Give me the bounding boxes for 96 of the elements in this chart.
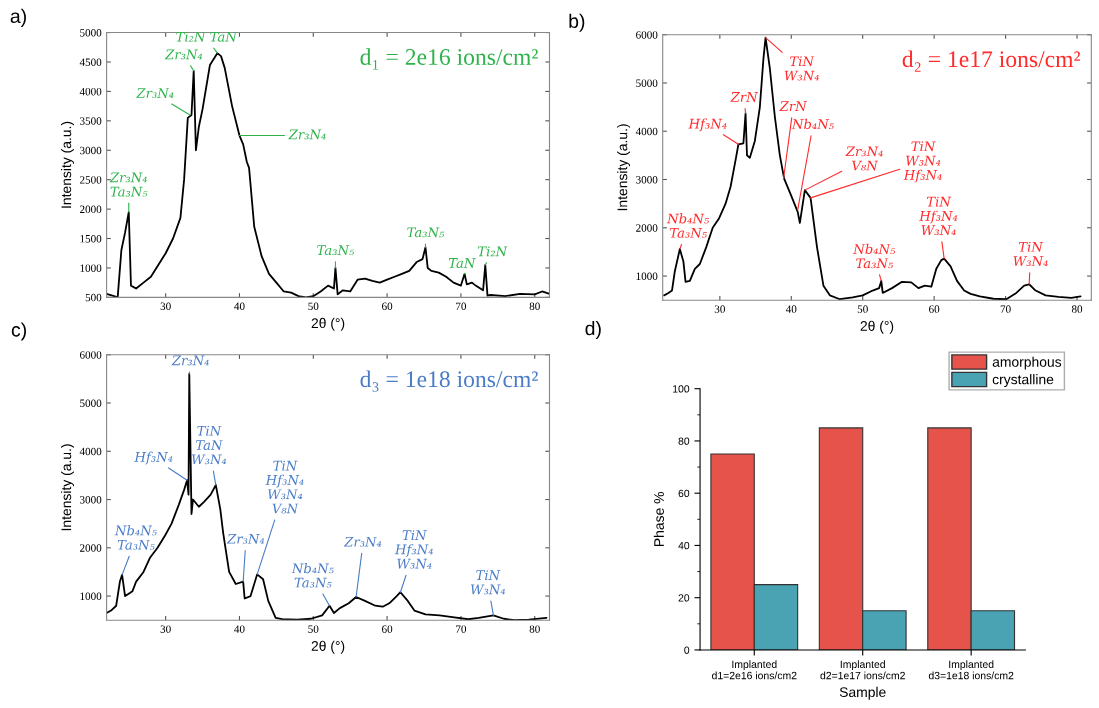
x-axis-title: Sample <box>839 686 886 700</box>
x-tick-label: 70 <box>456 302 467 311</box>
annotation: ZrN <box>730 92 759 102</box>
x-tick-label: 80 <box>529 302 540 311</box>
y-axis-title: Phase % <box>653 492 664 546</box>
x-tick-label: Implanted d1=2e16 ions/cm2 <box>712 660 797 680</box>
annotation: Hf₃N₄ <box>134 451 173 465</box>
y-tick-label: 4000 <box>79 87 102 96</box>
y-axis-title: Intensity (a.u.) <box>61 121 74 208</box>
y-tick-label: 1000 <box>80 264 102 272</box>
annotation: Zr₃N₄ V₈N <box>845 146 883 171</box>
x-tick-label: Implanted d2=1e17 ions/cm2 <box>820 660 905 680</box>
x-tick-label: 60 <box>382 302 393 311</box>
legend-label: amorphous <box>992 356 1062 370</box>
y-tick-label: 4000 <box>79 447 102 456</box>
annotation: Ti₂N TaN <box>176 31 238 42</box>
annotation: Zr₃N₄ <box>164 49 203 60</box>
x-tick-label: 60 <box>382 625 393 633</box>
annotation: Nb₄N₅ Ta₃N₅ <box>291 563 334 588</box>
y-tick-label: 4000 <box>635 127 658 136</box>
annotation: TiN W₃N₄ <box>784 56 819 81</box>
y-axis-title: Intensity (a.u.) <box>617 124 631 211</box>
x-tick-label: 70 <box>1000 305 1011 313</box>
y-tick-label: 500 <box>85 293 102 302</box>
annotation: TiN Hf₃N₄ W₃N₄ <box>919 196 958 236</box>
x-tick-label: 30 <box>160 302 171 311</box>
x-tick-label: 30 <box>160 625 171 633</box>
x-tick-label: 30 <box>714 305 725 313</box>
y-tick-label: 1000 <box>80 592 102 601</box>
y-tick-label: 5000 <box>80 29 102 37</box>
chart-title: c) <box>11 322 26 341</box>
y-tick-label: 6000 <box>80 351 102 359</box>
annotation: d₂ = 1e17 ions/cm² <box>902 50 1081 72</box>
annotation: Zr₃N₄ <box>288 129 326 140</box>
annotation: d₁ = 2e16 ions/cm² <box>360 48 538 70</box>
x-tick-label: 80 <box>529 625 540 633</box>
annotation: Nb₄N₅ <box>791 118 834 130</box>
annotation: Nb₄N₅ Ta₃N₅ <box>853 243 896 269</box>
x-tick-label: 50 <box>857 305 868 313</box>
annotation: TiN W₃N₄ <box>470 570 506 595</box>
x-tick-label: 50 <box>308 302 319 311</box>
y-tick-label: 5000 <box>80 399 102 407</box>
annotation: TiN Hf₃N₄ W₃N₄ V₈N <box>265 460 304 514</box>
x-axis-title: 2θ (°) <box>860 320 894 334</box>
y-tick-label: 0 <box>684 646 690 654</box>
y-axis-title: Intensity (a.u.) <box>61 444 74 531</box>
annotation: Zr₃N₄ <box>171 355 209 366</box>
annotation: TiN TaN W₃N₄ <box>191 425 227 465</box>
x-tick-label: 70 <box>456 625 467 633</box>
y-tick-label: 3000 <box>636 175 658 184</box>
x-tick-label: Implanted d3=1e18 ions/cm2 <box>928 660 1014 680</box>
annotation: Nb₄N₅ Ta₃N₅ <box>666 213 710 238</box>
chart-title: a) <box>10 8 26 27</box>
y-tick-label: 2000 <box>80 544 102 552</box>
y-tick-label: 6000 <box>636 31 658 39</box>
y-tick-label: 2000 <box>636 224 658 232</box>
x-tick-label: 40 <box>234 625 245 633</box>
y-tick-label: 60 <box>678 489 690 498</box>
x-tick-label: 80 <box>1071 305 1083 313</box>
y-tick-label: 5000 <box>636 79 658 87</box>
annotation: Zr₃N₄ <box>343 536 382 547</box>
y-tick-label: 3500 <box>80 117 102 125</box>
annotation: Zr₃N₄ Ta₃N₅ <box>109 172 148 197</box>
y-tick-label: 40 <box>678 541 690 550</box>
annotation: ZrN <box>779 101 808 112</box>
chart-title: b) <box>569 13 585 32</box>
annotation: Nb₄N₅ Ta₃N₅ <box>114 525 157 550</box>
y-tick-label: 1000 <box>636 272 658 281</box>
annotation: Hf₃N₄ <box>688 118 727 132</box>
x-axis-title: 2θ (°) <box>311 317 345 331</box>
annotation: Zr₃N₄ <box>226 533 265 544</box>
annotation: Ta₃N₅ <box>317 245 355 256</box>
x-tick-label: 40 <box>234 302 245 311</box>
y-tick-label: 100 <box>673 385 690 393</box>
x-tick-label: 50 <box>308 625 319 633</box>
y-tick-label: 3000 <box>80 495 102 504</box>
y-tick-label: 20 <box>678 594 690 602</box>
annotation: TaN <box>448 258 476 268</box>
y-tick-label: 3000 <box>80 146 102 155</box>
annotation: TiN W₃N₄ <box>1013 241 1048 267</box>
annotation: TiN Hf₃N₄ W₃N₄ <box>394 530 433 569</box>
annotation: Zr₃N₄ <box>136 88 174 98</box>
y-tick-label: 2500 <box>80 176 102 184</box>
y-tick-label: 80 <box>678 437 690 445</box>
legend-label: crystalline <box>992 374 1054 388</box>
annotation: Ti₂N <box>477 246 508 257</box>
y-tick-label: 2000 <box>80 205 102 214</box>
x-axis-title: 2θ (°) <box>311 640 345 654</box>
annotation: TiN W₃N₄ Hf₃N₄ <box>903 141 942 183</box>
y-tick-label: 4500 <box>79 58 102 66</box>
x-tick-label: 40 <box>785 305 797 313</box>
annotation: d₃ = 1e18 ions/cm² <box>360 370 538 392</box>
y-tick-label: 1500 <box>80 234 102 243</box>
x-tick-label: 60 <box>929 305 940 313</box>
annotation: Ta₃N₅ <box>407 227 445 238</box>
chart-title: d) <box>585 321 601 340</box>
